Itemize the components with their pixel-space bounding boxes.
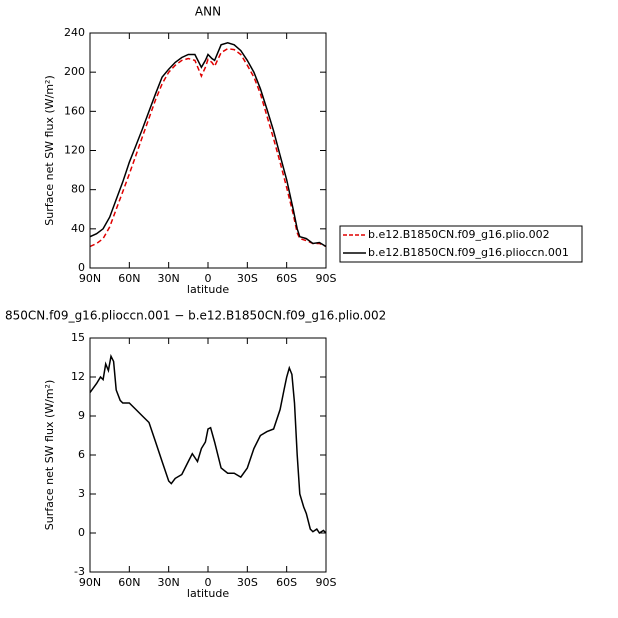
x-tick-label: 60S	[276, 576, 297, 589]
y-tick-label: 15	[71, 331, 85, 344]
y-tick-label: 12	[71, 370, 85, 383]
x-tick-label: 0	[205, 576, 212, 589]
legend-label: b.e12.B1850CN.f09_g16.plio.002	[368, 228, 550, 241]
x-tick-label: 90S	[316, 272, 337, 285]
y-tick-label: 0	[78, 526, 85, 539]
x-tick-label: 60N	[118, 272, 140, 285]
x-tick-label: 60N	[118, 576, 140, 589]
y-tick-label: 200	[64, 65, 85, 78]
y-tick-label: 40	[71, 222, 85, 235]
series-line	[89, 42, 327, 248]
y-tick-label: 240	[64, 26, 85, 39]
series-line	[89, 353, 327, 535]
y-tick-label: 9	[78, 409, 85, 422]
y-tick-label: 3	[78, 487, 85, 500]
y-tick-label: 160	[64, 104, 85, 117]
x-tick-label: 30S	[237, 576, 258, 589]
x-tick-label: 60S	[276, 272, 297, 285]
y-tick-label: 120	[64, 144, 85, 157]
y-tick-label: 0	[78, 261, 85, 274]
legend-label: b.e12.B1850CN.f09_g16.plioccn.001	[368, 246, 569, 259]
y-tick-label: 80	[71, 183, 85, 196]
y-tick-label: 6	[78, 448, 85, 461]
chart-title: ANN	[195, 5, 221, 19]
y-axis-label: Surface net SW flux (W/m²)	[43, 380, 56, 531]
x-tick-label: 0	[205, 272, 212, 285]
y-tick-label: -3	[74, 565, 85, 578]
x-tick-label: 90N	[79, 272, 101, 285]
legend-box	[339, 225, 583, 263]
x-tick-label: 30N	[158, 272, 180, 285]
x-axis-label: latitude	[187, 283, 229, 296]
x-tick-label: 90S	[316, 576, 337, 589]
y-axis-label: Surface net SW flux (W/m²)	[43, 75, 56, 226]
series-line	[89, 47, 327, 248]
plot-frame	[89, 337, 327, 573]
x-tick-label: 30S	[237, 272, 258, 285]
x-tick-label: 90N	[79, 576, 101, 589]
x-axis-label: latitude	[187, 587, 229, 600]
chart-title: 850CN.f09_g16.plioccn.001 − b.e12.B1850C…	[5, 309, 386, 323]
x-tick-label: 30N	[158, 576, 180, 589]
plot-frame	[89, 32, 327, 269]
